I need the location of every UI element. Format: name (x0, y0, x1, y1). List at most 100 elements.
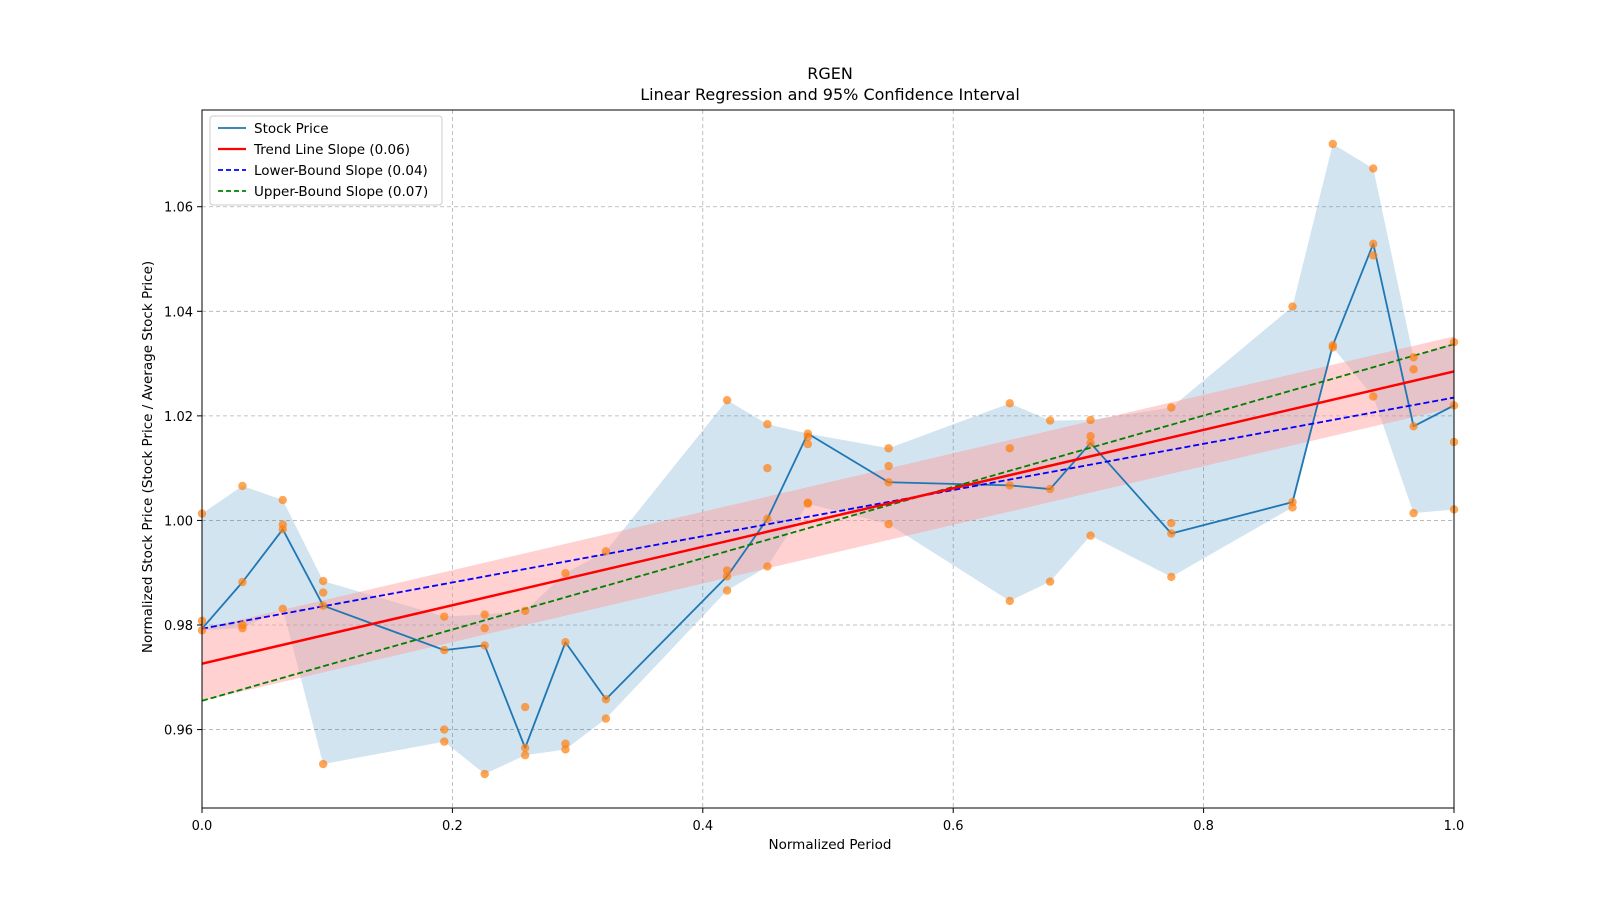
data-point (238, 481, 247, 491)
data-point (318, 759, 328, 769)
data-point (1086, 531, 1095, 540)
data-point (480, 769, 489, 779)
data-point (1167, 403, 1176, 412)
data-point (318, 576, 328, 586)
scatter-points (197, 139, 1459, 779)
data-point (520, 743, 530, 753)
data-point (440, 645, 449, 655)
data-point (1005, 444, 1014, 453)
data-point (763, 463, 772, 473)
data-point (884, 519, 893, 529)
data-point (318, 601, 328, 610)
data-point (601, 714, 611, 723)
data-point (722, 586, 732, 595)
data-point (1288, 302, 1297, 311)
data-point (803, 499, 813, 508)
data-point (1167, 572, 1176, 582)
x-tick-label: 1.0 (1444, 819, 1465, 834)
series-lines (201, 242, 1455, 749)
data-point (561, 739, 570, 748)
legend-label-trend-line: Trend Line Slope (0.06) (253, 142, 410, 158)
data-point (722, 572, 732, 581)
data-point (1086, 432, 1095, 441)
y-tick-label: 1.02 (164, 410, 193, 425)
data-point (1369, 392, 1378, 401)
data-point (763, 420, 772, 429)
data-point (278, 495, 287, 505)
plot-frame (201, 109, 1455, 809)
data-point (1005, 596, 1014, 606)
data-point (1167, 529, 1176, 538)
data-point (763, 562, 772, 571)
data-point (520, 702, 530, 712)
data-point (238, 577, 247, 587)
data-point (1045, 416, 1055, 425)
data-point (520, 750, 530, 760)
x-axis-label: Normalized Period (769, 837, 892, 853)
data-point (1086, 438, 1095, 448)
y-axis-ticks: 0.96 0.98 1.00 1.02 1.04 1.06 (164, 201, 202, 739)
trend-line (201, 370, 1455, 665)
data-point (1369, 164, 1378, 173)
data-point (1369, 239, 1378, 249)
data-point (601, 547, 611, 556)
data-point (601, 695, 611, 704)
data-point (1409, 508, 1418, 518)
legend-label-stock-price: Stock Price (254, 121, 329, 137)
price-band-area (202, 143, 1454, 775)
data-point (561, 745, 570, 754)
data-point (561, 638, 570, 647)
x-tick-label: 0.0 (192, 819, 213, 834)
data-point (722, 566, 732, 575)
data-point (480, 610, 489, 619)
data-point (722, 395, 732, 405)
data-point (1005, 481, 1014, 490)
data-point (1409, 365, 1418, 374)
data-point (1045, 577, 1055, 586)
x-tick-label: 0.2 (442, 819, 463, 834)
data-point (884, 461, 893, 471)
data-point (884, 478, 893, 487)
data-point (1045, 484, 1055, 494)
legend-label-upper-bound: Upper-Bound Slope (0.07) (254, 184, 428, 200)
x-tick-label: 0.4 (692, 819, 713, 834)
legend: Stock Price Trend Line Slope (0.06) Lowe… (209, 115, 443, 206)
y-tick-label: 1.06 (164, 201, 193, 216)
data-point (440, 612, 449, 621)
data-point (1369, 251, 1378, 260)
lower-bound-line (201, 396, 1455, 630)
data-point (1167, 518, 1176, 528)
y-tick-label: 0.96 (164, 724, 193, 739)
data-point (1086, 415, 1095, 425)
data-point (1409, 353, 1418, 362)
data-point (238, 623, 247, 633)
y-axis-label: Normalized Stock Price (Stock Price / Av… (140, 261, 156, 653)
data-point (884, 444, 893, 453)
legend-box (209, 115, 443, 206)
upper-bound-line (201, 343, 1455, 702)
y-tick-label: 0.98 (164, 619, 193, 634)
data-point (278, 604, 287, 613)
data-point (278, 525, 287, 534)
price-range-band (202, 143, 1454, 775)
data-point (803, 439, 813, 449)
data-point (480, 623, 489, 633)
data-point (1409, 422, 1418, 431)
data-point (1005, 399, 1014, 408)
data-point (1328, 139, 1338, 149)
chart-subtitle: Linear Regression and 95% Confidence Int… (640, 85, 1020, 104)
data-point (1288, 503, 1297, 512)
data-point (520, 606, 530, 616)
data-point (803, 432, 813, 441)
data-point (480, 641, 489, 650)
data-point (561, 569, 570, 578)
y-tick-label: 1.00 (164, 514, 193, 529)
chart-title: RGEN (807, 64, 853, 83)
data-point (440, 725, 449, 734)
data-point (763, 514, 772, 524)
x-tick-label: 0.8 (1193, 819, 1214, 834)
x-axis-ticks: 0.0 0.2 0.4 0.6 0.8 1.0 (192, 808, 1465, 834)
data-point (1328, 343, 1338, 352)
y-tick-label: 1.04 (164, 305, 193, 320)
